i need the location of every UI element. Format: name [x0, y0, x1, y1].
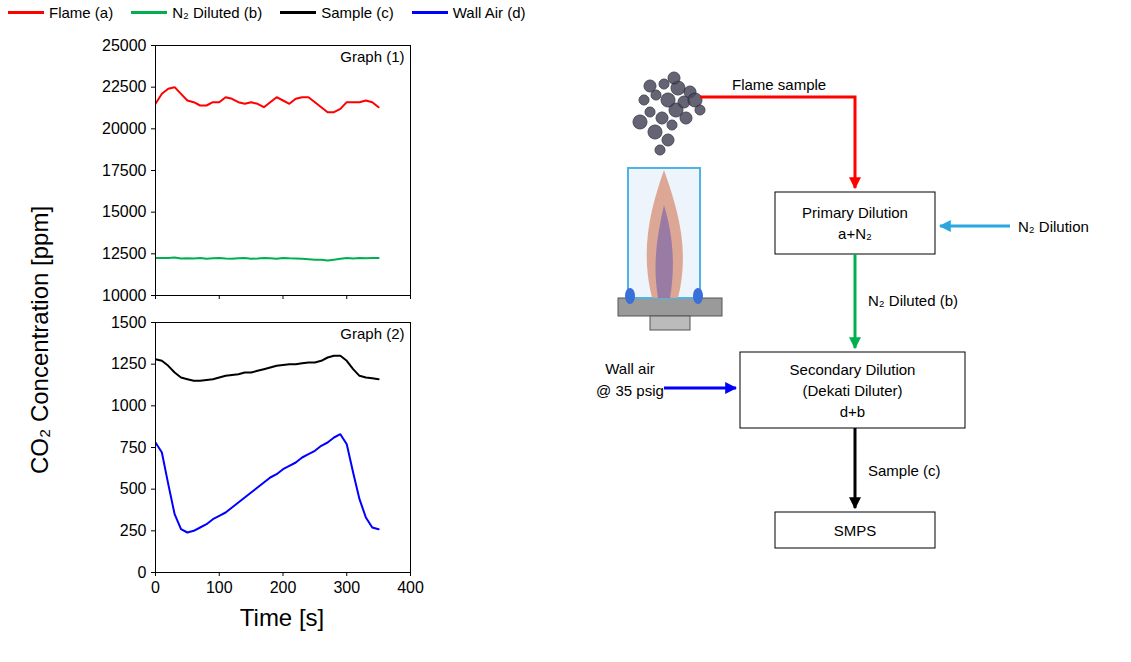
svg-text:1000: 1000 [111, 397, 147, 414]
svg-text:10000: 10000 [102, 287, 147, 304]
svg-text:500: 500 [120, 480, 147, 497]
svg-text:Secondary Dilution: Secondary Dilution [790, 361, 916, 378]
svg-text:Flame sample: Flame sample [732, 76, 826, 93]
svg-text:0: 0 [138, 564, 147, 581]
html-text:Flame (a): Flame (a) [49, 4, 114, 21]
svg-text:22500: 22500 [102, 78, 147, 95]
svg-text:Graph (2): Graph (2) [340, 325, 404, 342]
html-text:Wall Air (d): Wall Air (d) [452, 4, 526, 21]
svg-text:17500: 17500 [102, 162, 147, 179]
svg-text:N₂ Dilution: N₂ Dilution [1018, 218, 1089, 235]
svg-text:12500: 12500 [102, 245, 147, 262]
svg-text:100: 100 [206, 579, 233, 596]
svg-text:Wall air: Wall air [605, 360, 654, 377]
svg-text:300: 300 [333, 579, 360, 596]
svg-text:15000: 15000 [102, 203, 147, 220]
svg-text:1250: 1250 [111, 355, 147, 372]
svg-text:SMPS: SMPS [834, 522, 877, 539]
svg-text:400: 400 [397, 579, 424, 596]
svg-text:(Dekati Diluter): (Dekati Diluter) [802, 382, 902, 399]
html-text:N₂ Diluted (b): N₂ Diluted (b) [172, 4, 263, 21]
svg-text:@ 35 psig: @ 35 psig [596, 382, 664, 399]
svg-text:Sample (c): Sample (c) [868, 462, 941, 479]
svg-text:N₂ Diluted (b): N₂ Diluted (b) [868, 292, 958, 309]
svg-text:Primary Dilution: Primary Dilution [802, 204, 908, 221]
svg-text:d+b: d+b [840, 403, 865, 420]
svg-text:250: 250 [120, 522, 147, 539]
svg-text:20000: 20000 [102, 120, 147, 137]
svg-text:200: 200 [270, 579, 297, 596]
html-text:Time [s]: Time [s] [239, 604, 325, 631]
html-text:Sample (c): Sample (c) [321, 4, 394, 21]
svg-text:1500: 1500 [111, 314, 147, 331]
svg-text:25000: 25000 [102, 37, 147, 54]
svg-text:a+N₂: a+N₂ [838, 225, 872, 242]
svg-text:0: 0 [151, 579, 160, 596]
html-text:CO₂ Concentration [ppm]: CO₂ Concentration [ppm] [26, 205, 53, 475]
svg-text:Graph (1): Graph (1) [340, 48, 404, 65]
svg-text:750: 750 [120, 439, 147, 456]
